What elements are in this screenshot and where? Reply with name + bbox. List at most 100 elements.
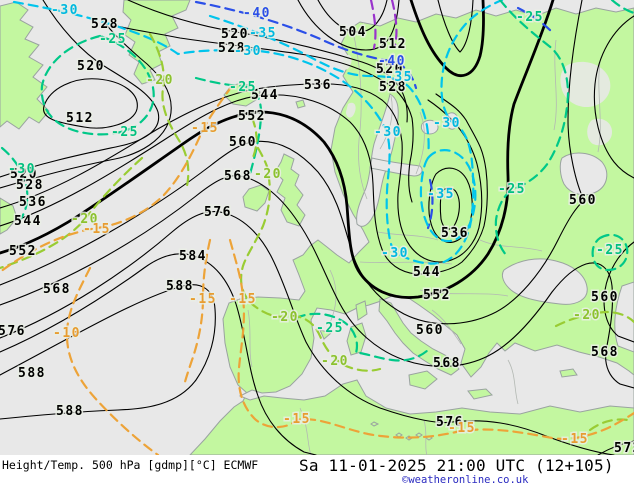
height-contour-552b [409, 0, 485, 78]
temp-label--15: -15 [229, 292, 257, 307]
map-timestamp: Sa 11-01-2025 21:00 UTC (12+105) [299, 456, 614, 475]
country-border [553, 39, 557, 131]
cyprus [559, 368, 578, 378]
country-border [423, 419, 428, 455]
country-border [419, 289, 509, 297]
country-border [247, 309, 253, 368]
height-contour-layer [0, 0, 634, 455]
height-label-504: 504 [339, 25, 367, 40]
temp-contour--45 [369, 0, 377, 50]
height-label-568: 568 [43, 282, 71, 297]
temp-label--20: -20 [71, 212, 99, 227]
temp-label--15: -15 [83, 222, 111, 237]
temp-contour--20 [588, 418, 634, 432]
faroes [295, 99, 306, 109]
crete [467, 388, 493, 400]
height-contour-572 [597, 440, 634, 455]
height-label-588: 588 [18, 366, 46, 381]
temp-label--25: -25 [111, 125, 139, 140]
height-label-552: 552 [238, 109, 266, 124]
height-contour-520-low [0, 0, 160, 178]
height-contour-528-core [439, 187, 460, 230]
height-label-520: 520 [77, 59, 105, 74]
height-contour-576 [0, 211, 615, 455]
temp-contour--40 [194, 0, 418, 90]
height-label-528: 528 [379, 80, 407, 95]
temp-label--10: -10 [53, 326, 81, 341]
temp-label--15: -15 [561, 432, 589, 447]
balearics [319, 329, 333, 340]
lake-ladoga [420, 119, 439, 135]
height-label-520: 520 [221, 27, 249, 42]
temp-label--30: -30 [234, 44, 262, 59]
height-contour-536-ring [428, 167, 473, 243]
height-contour-584 [0, 253, 317, 455]
temp-contour--35 [208, 14, 430, 156]
temp-label--30: -30 [374, 125, 402, 140]
temp-label--35: -35 [249, 26, 277, 41]
temp-label--40: -40 [243, 6, 271, 21]
country-border [415, 111, 425, 175]
country-border [479, 239, 543, 252]
temp-label--35: -35 [385, 70, 413, 85]
height-label-544: 544 [14, 214, 42, 229]
temp-contour--20 [240, 146, 382, 372]
temp-label--15: -15 [448, 421, 476, 436]
height-label-584: 584 [179, 249, 207, 264]
madeira [370, 421, 380, 427]
country-border [328, 269, 337, 326]
height-contour-568 [0, 175, 634, 389]
country-border [299, 407, 312, 455]
temp-contour--40 [426, 178, 434, 230]
temp-label--15: -15 [189, 292, 217, 307]
height-label-576: 576 [204, 205, 232, 220]
temp-label--25: -25 [99, 32, 127, 47]
height-label-544: 544 [413, 265, 441, 280]
temp-label--15: -15 [283, 412, 311, 427]
height-contour-520 [127, 0, 408, 123]
temp-label--25: -25 [516, 10, 544, 25]
terrain-patch [346, 102, 356, 118]
terrain-patch [560, 61, 611, 108]
temp-contour--40 [516, 6, 554, 34]
temp-label--20: -20 [254, 167, 282, 182]
temp-contour--25 [294, 312, 430, 362]
height-label-572: 572 [614, 441, 634, 455]
height-label-528: 528 [91, 17, 119, 32]
height-contour-512-low [43, 78, 138, 129]
temp-contour--15 [183, 238, 212, 384]
temp-label--20: -20 [573, 308, 601, 323]
height-contour-528 [0, 21, 414, 203]
corsica [355, 300, 368, 321]
sicily [408, 370, 438, 390]
height-label-576: 576 [436, 415, 464, 430]
country-border [379, 95, 393, 150]
credit-link[interactable]: ©weatheronline.co.uk [402, 474, 529, 486]
height-label-568: 568 [591, 345, 619, 360]
height-label-568: 568 [224, 169, 252, 184]
temp-contour--30 [12, 0, 504, 265]
temp-label--35: -35 [427, 187, 455, 202]
height-label-560: 560 [229, 135, 257, 150]
temp-contour--25 [591, 233, 629, 272]
terrain-layer [342, 54, 612, 146]
temp-contour--25 [494, 0, 570, 259]
height-label-512: 512 [66, 111, 94, 126]
ireland [242, 184, 270, 212]
temp-contour--20 [148, 32, 190, 188]
temp-contour--20 [554, 310, 634, 328]
temp-label--40: -40 [378, 54, 406, 69]
temp-label--30: -30 [51, 3, 79, 18]
map-footer: Height/Temp. 500 hPa [gdmp][°C] ECMWF Sa… [0, 455, 634, 490]
height-contour-568-arc [593, 15, 634, 179]
weather-map: 5285205125205285045125205285365445525605… [0, 0, 634, 455]
temp-contour--15 [0, 84, 234, 274]
temp-label--25: -25 [316, 321, 344, 336]
label-layer: 5285205125205285045125205285365445525605… [0, 2, 634, 456]
height-label-536: 536 [304, 78, 332, 93]
temp-contour--25 [40, 34, 155, 136]
italy [378, 298, 460, 376]
map-title: Height/Temp. 500 hPa [gdmp][°C] ECMWF [2, 458, 259, 472]
height-label-528: 528 [16, 178, 44, 193]
temp-label--25: -25 [596, 243, 624, 258]
